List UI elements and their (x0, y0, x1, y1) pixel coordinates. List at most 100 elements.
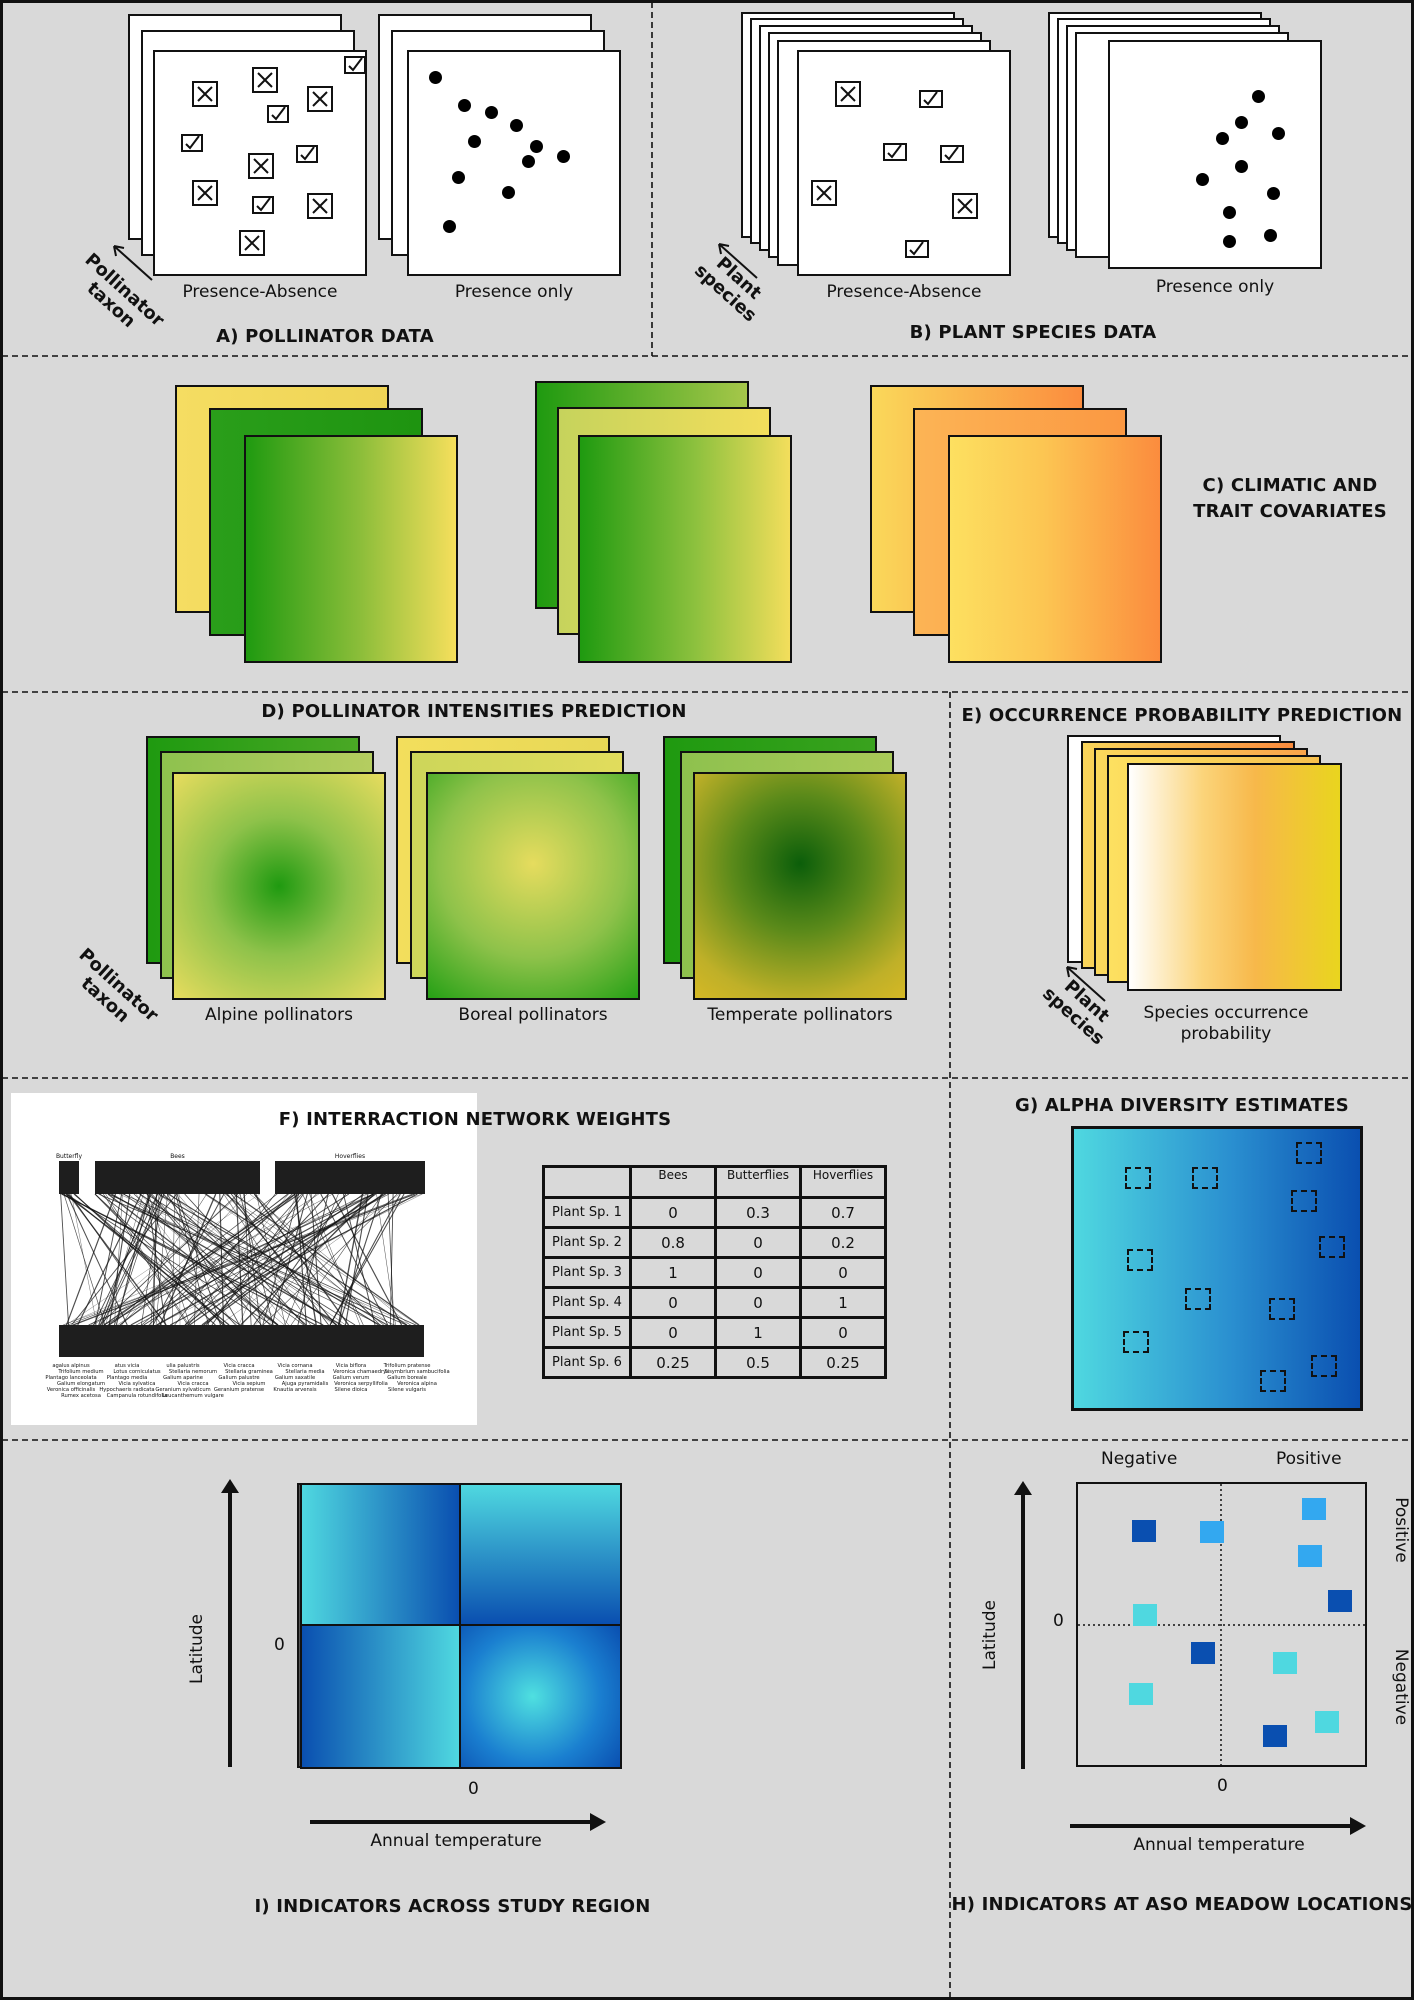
interaction-link (224, 1193, 418, 1326)
presence-check-icon (252, 196, 274, 214)
plant-species-label: Ajuga pyramidalis (282, 1381, 329, 1387)
table-cell: 0 (714, 1226, 802, 1259)
table-cell: 1 (799, 1286, 887, 1319)
zero-x-label: 0 (1217, 1776, 1228, 1796)
x-axis-arrow (310, 1813, 606, 1831)
occurrence-dot (468, 135, 481, 148)
interaction-link (155, 1193, 168, 1326)
plant-species-label: Leucanthemum vulgare (162, 1393, 224, 1399)
meadow-indicator-point (1129, 1683, 1153, 1705)
meadow-indicator-point (1200, 1521, 1224, 1543)
meadow-indicator-point (1132, 1520, 1156, 1542)
row-label: Plant Sp. 5 (542, 1316, 632, 1349)
table-row: Plant Sp. 1 0 0.3 0.7 (542, 1196, 887, 1229)
x-axis-arrow (1070, 1817, 1366, 1835)
table-header-cell (542, 1165, 632, 1199)
zero-y-label: 0 (1053, 1611, 1064, 1631)
panel-i-title: I) INDICATORS ACROSS STUDY REGION (254, 1896, 651, 1917)
interaction-link (94, 1193, 123, 1326)
interaction-link (233, 1193, 420, 1326)
absence-box-icon (307, 193, 333, 219)
occurrence-dot (502, 186, 515, 199)
interaction-link (117, 1193, 319, 1326)
meadow-location-marker (1291, 1190, 1317, 1212)
row-label: Plant Sp. 4 (542, 1286, 632, 1319)
pollinator-group-bar (275, 1161, 425, 1194)
species-occurrence-map (1127, 763, 1342, 991)
table-cell: 1 (714, 1316, 802, 1349)
occurrence-dot (429, 71, 442, 84)
interaction-link (329, 1193, 401, 1326)
interaction-link (226, 1193, 337, 1326)
table-cell: 0 (629, 1196, 717, 1229)
absence-box-icon (252, 67, 278, 93)
table-cell: 0 (714, 1286, 802, 1319)
row-label: Plant Sp. 6 (542, 1346, 632, 1379)
interaction-link (158, 1193, 388, 1326)
interaction-link (105, 1193, 144, 1326)
meadow-indicator-point (1273, 1652, 1297, 1674)
interaction-link (111, 1193, 342, 1326)
pollinator-group-label: Bees (170, 1153, 185, 1160)
interaction-link (135, 1193, 236, 1326)
meadow-indicator-point (1302, 1498, 1326, 1520)
right-positive-label: Positive (1391, 1497, 1411, 1563)
absence-box-icon (239, 230, 265, 256)
interaction-link (230, 1193, 329, 1326)
interaction-link (171, 1193, 175, 1326)
plant-species-label: Plantago media (107, 1375, 148, 1381)
interaction-link (150, 1193, 262, 1326)
presence-only-label: Presence only (454, 282, 574, 302)
meadow-indicator-point (1298, 1545, 1322, 1567)
annual-temperature-axis-label: Annual temperature (1133, 1835, 1305, 1855)
table-cell: 0 (714, 1256, 802, 1289)
occurrence-dot (1223, 206, 1236, 219)
interaction-link (162, 1193, 307, 1326)
absence-box-icon (248, 153, 274, 179)
table-cell: 0.8 (629, 1226, 717, 1259)
plant-species-label: Knautia arvensis (273, 1387, 316, 1393)
interaction-link (177, 1193, 289, 1326)
occurrence-dot (1216, 132, 1229, 145)
interaction-link (225, 1193, 384, 1326)
table-cell: 0.5 (714, 1346, 802, 1379)
pollinator-group-label: Hoverflies (335, 1153, 365, 1160)
presence-check-icon (267, 105, 289, 123)
stack-arrow-icon (1066, 966, 1106, 1002)
occurrence-dot (1267, 187, 1280, 200)
plant-species-label: Lotus corniculatus (113, 1369, 161, 1375)
interaction-link (128, 1193, 285, 1326)
quadrant-upper-right (461, 1485, 620, 1626)
plant-species-label: Galium saxatile (275, 1375, 315, 1381)
indicator-scatter-plot (1076, 1482, 1367, 1767)
interaction-link (99, 1193, 162, 1326)
occurrence-dot (1235, 116, 1248, 129)
alpine-map-label: Alpine pollinators (205, 1005, 353, 1025)
plant-species-label: agalus alpinus (52, 1363, 90, 1369)
occurrence-dot (522, 155, 535, 168)
presence-check-icon (296, 145, 318, 163)
occurrence-dot (485, 106, 498, 119)
interaction-link (94, 1193, 224, 1326)
table-cell: 0 (629, 1316, 717, 1349)
interaction-link (174, 1193, 276, 1326)
zero-x-label: 0 (468, 1779, 479, 1799)
interaction-link (309, 1193, 361, 1326)
interaction-link (98, 1193, 152, 1326)
interaction-weights-table: Bees Butterflies Hoverflies Plant Sp. 1 … (542, 1165, 887, 1379)
plant-species-label: Sisymbrium sambucifolia (384, 1369, 449, 1375)
presence-check-icon (883, 143, 907, 161)
alpine-intensity-map (172, 772, 386, 1000)
interaction-link (187, 1193, 289, 1326)
plant-species-label: Vicia sepium (233, 1381, 266, 1387)
meadow-location-marker (1269, 1298, 1295, 1320)
meadow-location-marker (1127, 1249, 1153, 1271)
interaction-link (376, 1193, 396, 1326)
interaction-link (72, 1193, 415, 1326)
meadow-indicator-point (1328, 1590, 1352, 1612)
occurrence-dot (443, 220, 456, 233)
meadow-location-marker (1123, 1331, 1149, 1353)
interaction-link (194, 1193, 200, 1326)
panel-d-title: D) POLLINATOR INTENSITIES PREDICTION (261, 701, 687, 722)
plant-species-label: Galium boreale (387, 1375, 427, 1381)
